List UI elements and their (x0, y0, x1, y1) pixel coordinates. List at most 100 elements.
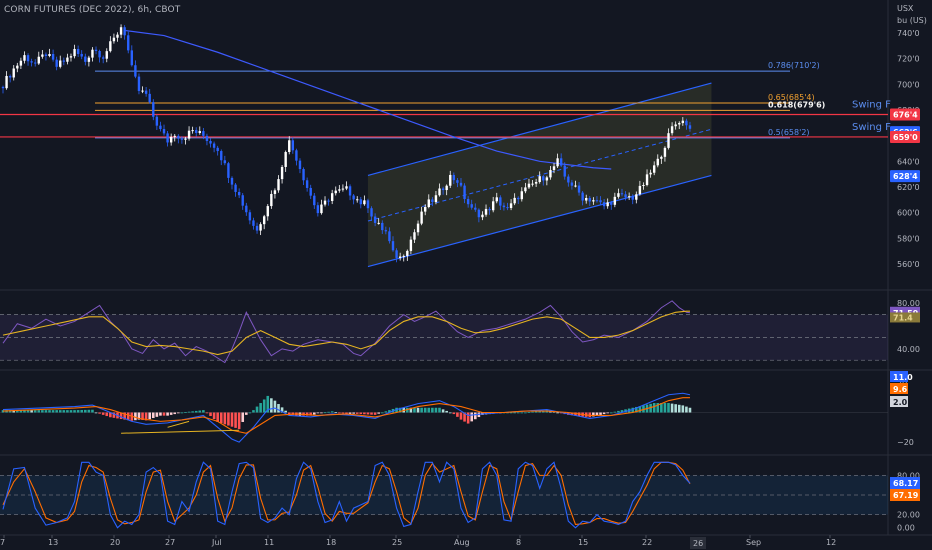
candles (1, 24, 692, 263)
price-badge-label: 628'4 (893, 172, 918, 181)
candle-body (44, 54, 48, 57)
macd-hist-bar (466, 412, 470, 424)
candle-body (620, 193, 624, 195)
candle-body (373, 216, 377, 223)
candle-body (652, 165, 656, 173)
macd-hist-bar (638, 406, 642, 413)
macd-hist-bar (341, 412, 345, 414)
candle-body (602, 202, 606, 207)
candle-body (1, 86, 5, 89)
candle-body (381, 222, 384, 231)
candle-body (359, 199, 362, 205)
candle-body (37, 56, 40, 64)
price-tick-label: 720'0 (897, 55, 920, 64)
candle-body (545, 177, 549, 181)
candle-body (227, 163, 230, 178)
macd-hist-bar (366, 412, 370, 415)
macd-hist-bar (370, 412, 373, 415)
macd-hist-bar (452, 412, 456, 415)
macd-hist-bar (227, 412, 230, 426)
macd-hist-bar (677, 404, 681, 413)
macd-hist-bar (1, 410, 5, 413)
macd-hist-bar (574, 412, 577, 416)
macd-hist-bar (230, 412, 234, 427)
candle-body (84, 56, 87, 62)
macd-hist-bar (23, 410, 26, 413)
macd-hist-bar (656, 403, 660, 413)
candle-body (323, 200, 327, 205)
candle-body (610, 202, 613, 205)
macd-hist-bar (37, 410, 41, 413)
candle-body (559, 158, 563, 166)
stoch-tick-label: 0.00 (897, 524, 915, 533)
macd-hist-bar (556, 412, 559, 414)
macd-hist-bar (151, 412, 155, 419)
candle-body (520, 191, 524, 200)
candle-body (273, 190, 277, 194)
candle-body (144, 90, 148, 94)
channel-upper-line (367, 82, 712, 177)
candle-body (69, 56, 73, 58)
macd-hist-bar (280, 407, 284, 413)
macd-hist-bar (48, 410, 51, 413)
price-badge (890, 170, 920, 183)
macd-hist-bar (409, 407, 413, 413)
candle-body (613, 196, 617, 205)
macd-hist-bar (681, 405, 685, 413)
macd-hist-bar (323, 412, 327, 414)
candle-body (674, 124, 677, 127)
macd-hist-bar (252, 410, 255, 413)
candle-body (445, 185, 448, 191)
macd-hist-bar (26, 410, 30, 413)
candle-body (456, 180, 459, 183)
macd-hist-bar (148, 412, 151, 420)
candle-body (524, 187, 527, 192)
macd-hist-bar (105, 412, 109, 417)
macd-hist-bar (434, 407, 438, 413)
price-tick-label: 600'0 (897, 209, 920, 218)
macd-hist-bar (87, 409, 91, 413)
fib-label: 0.786(710'2) (768, 61, 820, 70)
candle-body (581, 192, 584, 201)
candle-body (552, 166, 556, 170)
macd-hist-bar (180, 412, 184, 414)
macd-hist-bar (123, 412, 126, 420)
macd-hist-bar (609, 412, 613, 414)
macd-hist-bar (44, 410, 48, 413)
candle-body (152, 102, 155, 117)
macd-hist-bar (223, 412, 227, 425)
candle-body (305, 180, 309, 188)
macd-hist-bar (355, 412, 359, 414)
macd-hist-bar (144, 412, 148, 421)
macd-hist-bar (570, 412, 574, 416)
macd-hist-bar (670, 403, 674, 413)
x-tick-label: 18 (326, 538, 336, 547)
macd-hist-bar (534, 411, 538, 413)
candle-body (345, 186, 348, 189)
candle-body (577, 185, 581, 193)
candle-body (252, 220, 255, 226)
candle-body (424, 207, 427, 212)
candle-body (169, 136, 173, 143)
stoch-badge (890, 489, 920, 501)
candle-body (441, 188, 445, 191)
candle-body (137, 76, 141, 91)
candle-body (51, 53, 55, 60)
candle-body (184, 138, 187, 140)
macd-hist-bar (552, 411, 556, 413)
macd-hist-bar (345, 412, 348, 415)
candle-body (395, 250, 398, 258)
price-badge (890, 108, 920, 121)
macd-hist-bar (513, 412, 516, 414)
macd-badge (890, 383, 908, 394)
price-tick-label: 700'0 (897, 80, 920, 89)
candle-body (670, 126, 674, 134)
macd-hist-bar (205, 412, 209, 414)
macd-hist-bar (642, 405, 645, 413)
candle-body (330, 193, 334, 201)
macd-hist-bar (19, 410, 23, 413)
candle-body (366, 200, 370, 209)
macd-hist-bar (388, 410, 391, 413)
stoch-tick-label: 20.00 (897, 511, 920, 520)
